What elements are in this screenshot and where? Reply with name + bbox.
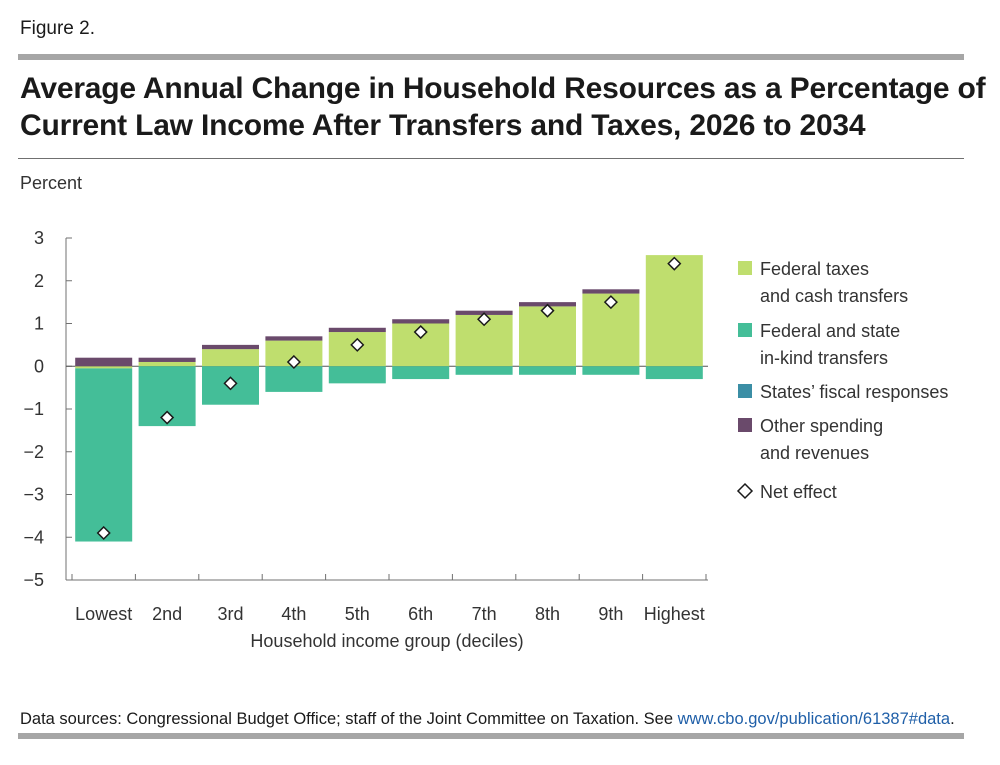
bar-federal-taxes: [138, 361, 196, 367]
net-effect-marker: [223, 376, 238, 391]
legend-label: Other spending: [760, 416, 883, 436]
chart-title: Average Annual Change in Household Resou…: [20, 70, 986, 144]
legend-label: Federal taxes: [760, 259, 869, 279]
chart-title-line-1: Average Annual Change in Household Resou…: [20, 72, 986, 105]
x-tick-label: 9th: [598, 604, 623, 624]
y-tick-label: −5: [23, 570, 44, 590]
figure-label: Figure 2.: [20, 18, 95, 39]
net-effect-marker: [603, 295, 618, 310]
x-tick-label: Highest: [644, 604, 705, 624]
net-effect-marker: [413, 324, 428, 340]
net-effect-marker: [667, 256, 682, 271]
bar-in-kind: [582, 366, 640, 375]
legend-label: and revenues: [760, 443, 869, 463]
legend-label: and cash transfers: [760, 286, 908, 306]
x-tick-label: Lowest: [75, 604, 132, 624]
y-axis-title: Percent: [20, 173, 82, 193]
legend-swatch-states: [738, 384, 752, 398]
title-rule: [18, 158, 964, 159]
bar-federal-taxes: [645, 255, 703, 367]
x-tick-label: 2nd: [152, 604, 182, 624]
bar-other: [392, 319, 450, 324]
net-effect-marker: [96, 525, 111, 541]
chart-title-line-2: Current Law Income After Transfers and T…: [20, 109, 866, 142]
x-tick-label: 4th: [281, 604, 306, 624]
y-tick-label: 3: [34, 228, 44, 248]
bar-in-kind: [328, 366, 386, 384]
x-tick-label: 3rd: [217, 604, 243, 624]
y-tick-label: −2: [23, 442, 44, 462]
top-rule: [18, 54, 964, 60]
net-effect-marker: [350, 337, 365, 352]
legend-label: in-kind transfers: [760, 348, 888, 368]
y-tick-label: 0: [34, 356, 44, 376]
net-effect-marker: [160, 410, 175, 425]
sources-text: Data sources: Congressional Budget Offic…: [20, 710, 678, 728]
y-tick-label: −4: [23, 527, 44, 547]
bar-federal-taxes: [202, 349, 259, 367]
legend-label-net-effect: Net effect: [760, 482, 837, 502]
y-tick-label: −1: [23, 399, 44, 419]
bar-other: [265, 336, 323, 341]
bar-in-kind: [392, 366, 450, 380]
bar-in-kind: [645, 366, 703, 380]
bar-in-kind: [75, 368, 133, 542]
net-effect-marker: [477, 312, 492, 327]
data-sources: Data sources: Congressional Budget Offic…: [20, 710, 955, 729]
bar-federal-taxes: [75, 366, 133, 369]
bar-in-kind: [265, 366, 323, 392]
bar-other: [202, 344, 259, 350]
net-effect-marker: [286, 354, 301, 370]
y-tick-label: 1: [34, 314, 44, 334]
y-tick-label: 2: [34, 271, 44, 291]
sources-link[interactable]: www.cbo.gov/publication/61387#data: [677, 710, 951, 728]
legend-label: Federal and state: [760, 321, 900, 341]
x-tick-label: 7th: [472, 604, 497, 624]
y-tick-label: −3: [23, 485, 44, 505]
legend-swatch-federal-taxes: [738, 261, 752, 275]
bar-other: [328, 327, 386, 333]
bar-other: [75, 357, 133, 367]
bar-other: [582, 289, 640, 294]
legend-swatch-in-kind: [738, 323, 752, 337]
bar-in-kind: [455, 366, 513, 375]
bottom-rule: [18, 733, 964, 739]
sources-end: .: [950, 710, 955, 728]
bar-other: [138, 357, 196, 362]
x-tick-label: 8th: [535, 604, 560, 624]
net-effect-marker: [540, 303, 555, 318]
x-tick-label: 6th: [408, 604, 433, 624]
x-axis-title: Household income group (deciles): [250, 631, 523, 651]
legend-swatch-other: [738, 418, 752, 432]
bar-in-kind: [519, 366, 576, 375]
x-tick-label: 5th: [345, 604, 370, 624]
legend-net-effect-marker: [736, 482, 754, 500]
legend-label: States’ fiscal responses: [760, 382, 948, 402]
